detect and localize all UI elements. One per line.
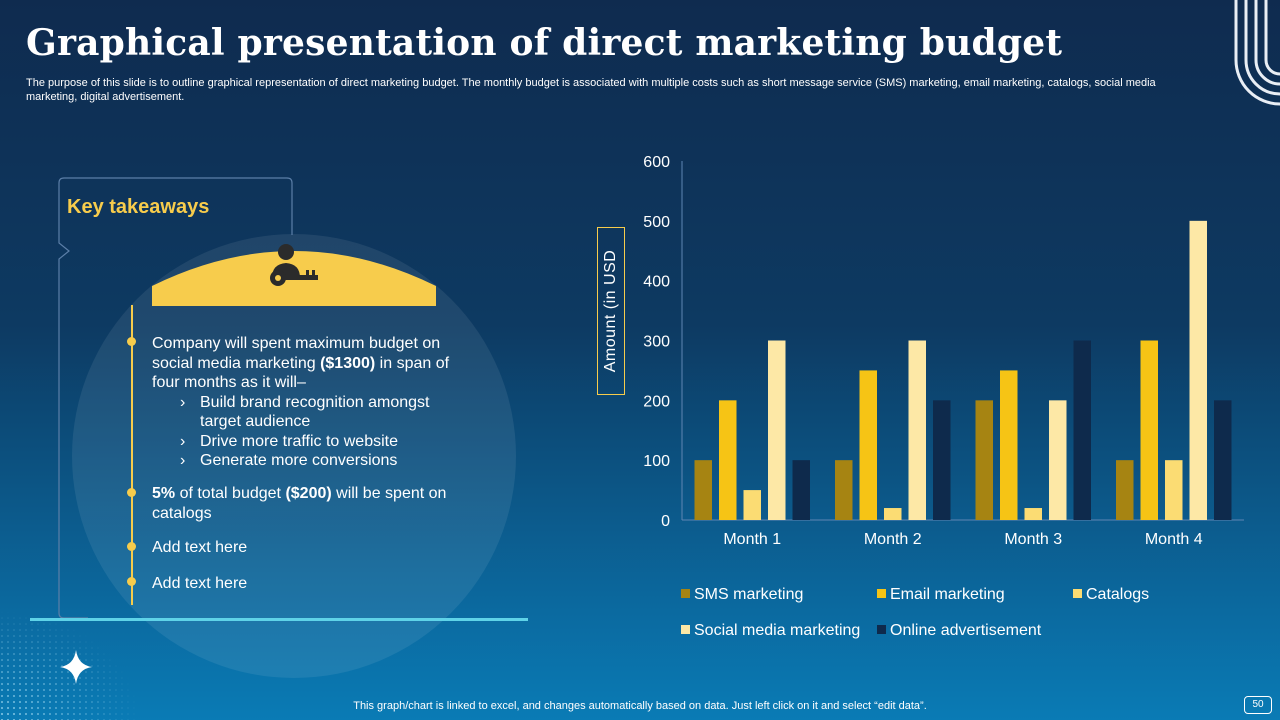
decorative-arcs <box>1234 0 1280 106</box>
legend-item-social: Social media marketing <box>681 622 860 640</box>
bar-social <box>1189 220 1207 520</box>
legend-item-catalogs: Catalogs <box>1073 586 1149 604</box>
y-tick-label: 600 <box>643 154 670 171</box>
legend-label: Social media marketing <box>694 622 861 639</box>
legend-item-online: Online advertisement <box>877 622 1041 640</box>
takeaway-point-4: Add text here <box>152 575 248 592</box>
bar-online <box>933 400 951 520</box>
legend-label: SMS marketing <box>694 586 804 603</box>
y-axis-label-box <box>597 227 625 395</box>
legend-swatch <box>681 589 690 598</box>
takeaway-subpoint: › Drive more traffic to website <box>180 432 398 450</box>
legend-label: Email marketing <box>890 586 1005 603</box>
bar-catalogs <box>1165 460 1183 520</box>
chevron-right-icon: › <box>180 452 186 469</box>
bar-online <box>1214 400 1232 520</box>
legend-label: Catalogs <box>1086 586 1150 603</box>
y-tick-label: 100 <box>643 453 670 470</box>
budget-bar-chart: 0 100 200 300 400 500 600 Month 1 Month 2 Month 3… <box>643 154 1244 548</box>
y-tick-label: 500 <box>643 214 670 231</box>
takeaways-frame <box>58 177 293 619</box>
y-tick-label: 200 <box>643 393 670 410</box>
takeaways-heading: Key takeaways <box>67 196 210 218</box>
takeaway-subpoint: › Generate more conversions <box>180 452 398 469</box>
sparkle-icon <box>60 650 92 684</box>
bar-email <box>859 370 877 520</box>
takeaways-timeline <box>131 305 133 605</box>
bullet-dot <box>127 488 136 497</box>
slide-subtitle: The purpose of this slide is to outline … <box>26 77 1156 103</box>
bar-email <box>1000 370 1018 520</box>
footer-note: This graph/chart is linked to excel, and… <box>353 700 927 712</box>
legend-swatch <box>1073 589 1082 598</box>
x-tick-label: Month 1 <box>723 531 781 548</box>
bullet-dot <box>127 577 136 586</box>
bar-sms <box>694 460 712 520</box>
bar-social <box>908 340 926 520</box>
takeaway-point-1: Company will spent maximum budget on soc… <box>152 334 452 471</box>
bar-catalogs <box>1024 508 1042 520</box>
takeaways-underline <box>30 618 528 621</box>
legend-swatch <box>877 625 886 634</box>
takeaway-point-3: Add text here <box>152 539 248 556</box>
legend-item-email: Email marketing <box>877 586 1005 604</box>
legend-swatch <box>877 589 886 598</box>
x-tick-label: Month 2 <box>864 531 922 548</box>
y-tick-label: 300 <box>643 334 670 351</box>
slide-title: Graphical presentation of direct marketi… <box>26 22 1063 64</box>
bullet-dot <box>127 337 136 346</box>
legend-swatch <box>681 625 690 634</box>
bar-catalogs <box>743 490 761 520</box>
bar-sms <box>835 460 853 520</box>
person-key-icon <box>270 244 318 286</box>
bar-catalogs <box>884 508 902 520</box>
page-number: 50 <box>1244 696 1272 714</box>
takeaways-background-circle <box>72 234 516 678</box>
y-tick-label: 0 <box>661 513 670 530</box>
takeaway-subpoint: › Build brand recognition amongst target … <box>180 393 430 431</box>
takeaway-point-2: 5% of total budget ($200) will be spent … <box>152 485 447 522</box>
x-tick-label: Month 4 <box>1145 531 1203 548</box>
chevron-right-icon: › <box>180 432 186 450</box>
bar-online <box>1073 340 1091 520</box>
bar-online <box>792 460 810 520</box>
bar-email <box>719 400 737 520</box>
bar-email <box>1140 340 1158 520</box>
bar-sms <box>1116 460 1134 520</box>
bullet-dot <box>127 542 136 551</box>
legend-item-sms: SMS marketing <box>681 586 803 604</box>
bar-social <box>768 340 786 520</box>
y-tick-label: 400 <box>643 274 670 291</box>
legend-label: Online advertisement <box>890 622 1042 639</box>
x-tick-label: Month 3 <box>1004 531 1062 548</box>
chevron-right-icon: › <box>180 393 186 411</box>
bar-social <box>1049 400 1067 520</box>
bar-sms <box>975 400 993 520</box>
